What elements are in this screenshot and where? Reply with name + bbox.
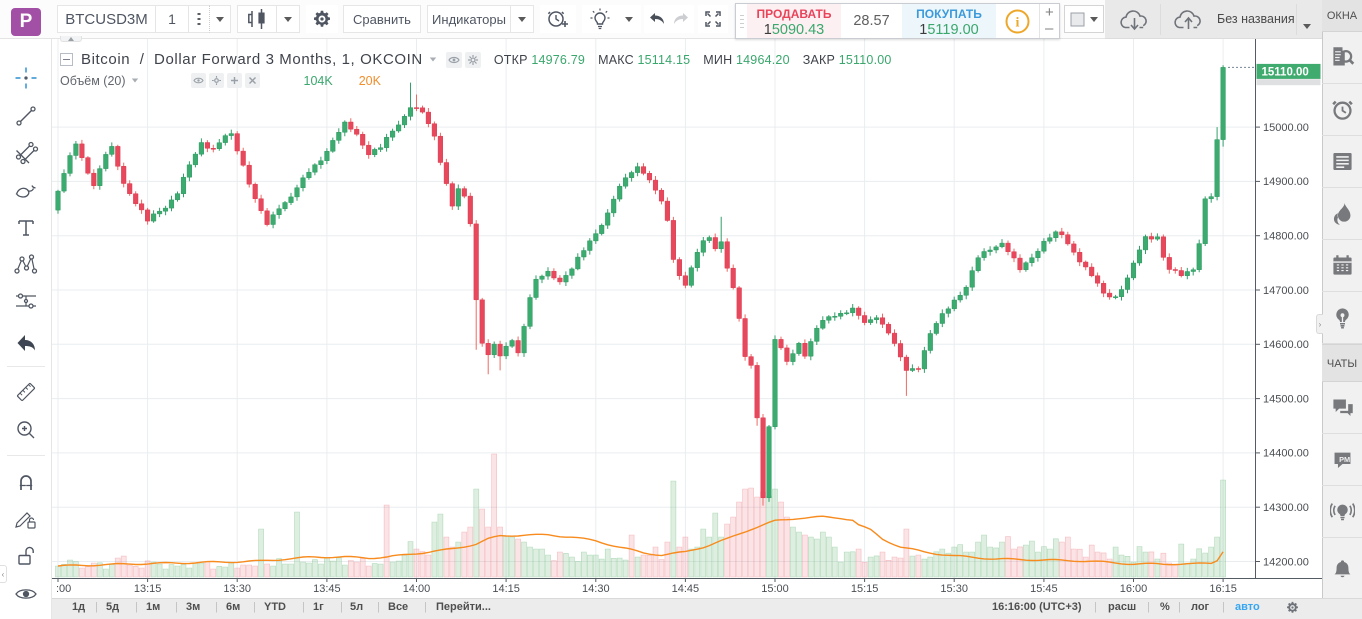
svg-text:14:15: 14:15	[492, 583, 520, 595]
svg-text:14600.00: 14600.00	[1263, 339, 1309, 351]
svg-text:i: i	[1016, 15, 1020, 30]
svg-text:14:30: 14:30	[582, 583, 610, 595]
svg-text:14500.00: 14500.00	[1263, 393, 1309, 405]
svg-text:13:30: 13:30	[223, 583, 251, 595]
svg-text:14:00: 14:00	[403, 583, 431, 595]
svg-text:16:15: 16:15	[1209, 583, 1237, 595]
svg-text:14900.00: 14900.00	[1263, 176, 1309, 188]
svg-text:13:45: 13:45	[313, 583, 341, 595]
svg-text:13:15: 13:15	[134, 583, 162, 595]
svg-text:15:15: 15:15	[851, 583, 879, 595]
svg-text:14700.00: 14700.00	[1263, 285, 1309, 297]
svg-text:14800.00: 14800.00	[1263, 231, 1309, 243]
svg-text:15:30: 15:30	[940, 583, 968, 595]
svg-text:16:00: 16:00	[1120, 583, 1148, 595]
svg-text:15000.00: 15000.00	[1263, 122, 1309, 134]
svg-text:15:45: 15:45	[1030, 583, 1058, 595]
svg-text:14400.00: 14400.00	[1263, 448, 1309, 460]
svg-text:15:00: 15:00	[761, 583, 789, 595]
svg-text::00: :00	[56, 583, 71, 595]
svg-text:PM: PM	[1339, 455, 1350, 464]
svg-text:15110.00: 15110.00	[1262, 66, 1309, 78]
svg-text:14:45: 14:45	[672, 583, 700, 595]
svg-text:14200.00: 14200.00	[1263, 556, 1309, 568]
svg-text:14300.00: 14300.00	[1263, 502, 1309, 514]
